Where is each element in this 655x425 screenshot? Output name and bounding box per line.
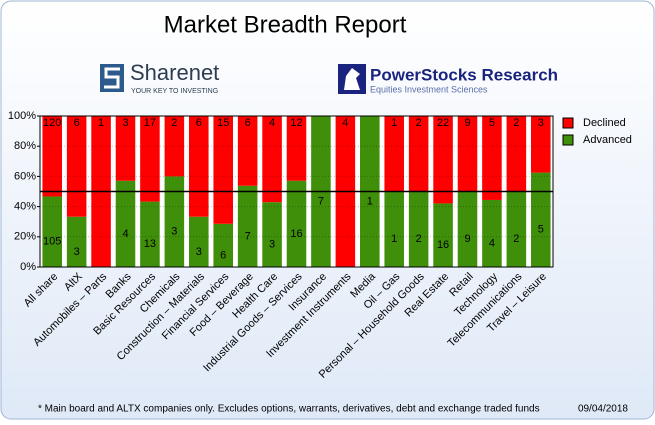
- data-label: 1: [391, 233, 397, 245]
- data-label: 7: [318, 195, 324, 207]
- bar-segment: [384, 116, 404, 192]
- date: 09/04/2018: [578, 404, 628, 415]
- bar-segment: [189, 216, 209, 267]
- bar-segment: [237, 116, 258, 186]
- data-label: 22: [437, 117, 449, 129]
- y-tick-label: 80%: [14, 140, 36, 152]
- data-label: 3: [269, 239, 275, 251]
- legend-label: Declined: [583, 117, 626, 129]
- data-label: 4: [122, 228, 128, 240]
- data-label: 6: [74, 117, 80, 129]
- data-label: 7: [245, 230, 251, 242]
- data-label: 9: [464, 233, 470, 245]
- bar-segment: [42, 196, 62, 267]
- bar-segment: [213, 223, 233, 267]
- bar-segment: [115, 180, 136, 267]
- y-tick-label: 20%: [14, 231, 36, 243]
- bar-segment: [262, 202, 282, 267]
- data-label: 2: [513, 117, 519, 129]
- bar-segment: [531, 116, 551, 173]
- powerstocks-logo: PowerStocks Research Equities Investment…: [338, 64, 558, 94]
- data-label: 3: [538, 117, 544, 129]
- data-label: 9: [464, 117, 470, 129]
- bar-segment: [262, 116, 282, 203]
- bar-segment: [531, 172, 551, 267]
- bar-segment: [506, 191, 527, 267]
- plot-frame: [39, 115, 554, 268]
- data-label: 105: [43, 236, 61, 248]
- bar-segment: [42, 116, 62, 197]
- bar-segment: [286, 180, 307, 267]
- data-label: 6: [220, 249, 226, 261]
- data-label: 1: [391, 117, 397, 129]
- data-label: 3: [122, 117, 128, 129]
- data-label: 12: [290, 117, 302, 129]
- data-label: 16: [290, 228, 302, 240]
- data-label: 3: [74, 246, 80, 258]
- bar-segment: [408, 191, 429, 267]
- bar-segment: [482, 116, 502, 200]
- bar-segment: [66, 216, 87, 267]
- data-label: 4: [489, 237, 495, 249]
- bar-segment: [66, 116, 87, 217]
- bar-segment: [384, 191, 404, 267]
- footnote: * Main board and ALTX companies only. Ex…: [38, 404, 540, 415]
- data-label: 2: [416, 233, 422, 245]
- legend-swatch: [562, 134, 574, 146]
- data-label: 6: [245, 117, 251, 129]
- logo-icon: [104, 67, 120, 89]
- data-label: 4: [342, 117, 348, 129]
- y-tick-label: 0%: [20, 261, 36, 273]
- data-label: 3: [171, 226, 177, 238]
- bar-segment: [457, 116, 478, 192]
- legend-swatch: [562, 117, 574, 129]
- bar-segment: [164, 176, 185, 267]
- bar-segment: [433, 116, 453, 204]
- y-tick-label: 100%: [8, 110, 36, 122]
- chart-title: Market Breadth Report: [164, 11, 407, 38]
- bar-segment: [213, 116, 233, 224]
- data-label: 5: [538, 224, 544, 236]
- data-label: 4: [269, 117, 275, 129]
- data-label: 1: [367, 195, 373, 207]
- sharenet-logo: Sharenet YOUR KEY TO INVESTING: [100, 60, 219, 95]
- bar-segment: [189, 116, 209, 217]
- bar-segment: [140, 116, 160, 202]
- data-label: 5: [489, 117, 495, 129]
- logo-icon: [344, 68, 360, 90]
- bar-segment: [408, 116, 429, 192]
- bar-segment: [164, 116, 185, 177]
- data-label: 2: [416, 117, 422, 129]
- bar-segment: [457, 191, 478, 267]
- data-label: 3: [196, 246, 202, 258]
- data-label: 6: [196, 117, 202, 129]
- bar-segment: [506, 116, 527, 192]
- data-label: 1: [98, 117, 104, 129]
- logo-tagline: YOUR KEY TO INVESTING: [131, 88, 218, 95]
- data-label: 13: [144, 238, 156, 250]
- data-label: 17: [144, 117, 156, 129]
- bar-segment: [433, 203, 453, 267]
- logo-tagline: Equities Investment Sciences: [370, 84, 488, 94]
- legend-label: Advanced: [583, 134, 632, 146]
- bar-segment: [286, 116, 307, 181]
- logo-name: Sharenet: [130, 60, 219, 85]
- logo-name: PowerStocks Research: [370, 65, 558, 84]
- bar-segment: [115, 116, 136, 181]
- bar-segment: [140, 201, 160, 267]
- data-label: 15: [217, 117, 229, 129]
- data-label: 16: [437, 239, 449, 251]
- y-tick-label: 60%: [14, 170, 36, 182]
- bar-segment: [482, 199, 502, 267]
- y-tick-label: 40%: [14, 201, 36, 213]
- data-label: 120: [43, 117, 61, 129]
- data-label: 2: [171, 117, 177, 129]
- data-label: 2: [513, 233, 519, 245]
- bar-segment: [237, 185, 258, 267]
